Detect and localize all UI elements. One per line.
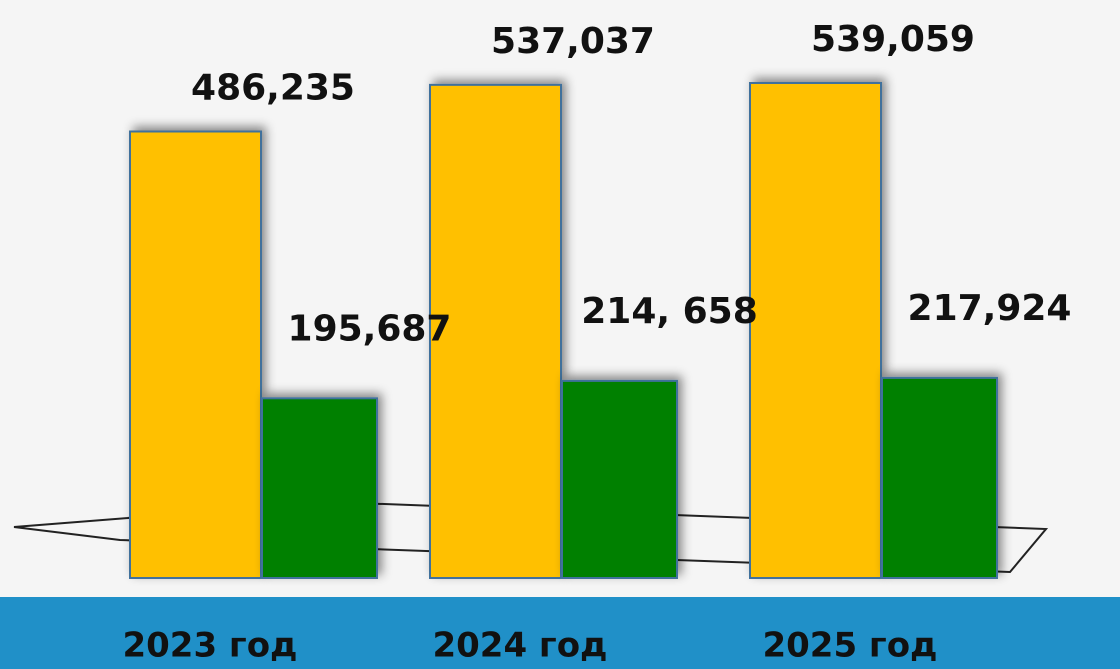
x-tick-label: 2023 год xyxy=(122,626,297,666)
bar xyxy=(261,397,378,580)
x-tick-label: 2025 год xyxy=(762,626,937,666)
value-label: 214, 658 xyxy=(581,291,758,332)
category-strip xyxy=(0,597,1120,669)
bar xyxy=(429,83,562,579)
value-label: 217,924 xyxy=(908,288,1072,329)
value-label: 195,687 xyxy=(288,308,452,349)
bar xyxy=(749,82,882,579)
value-label: 486,235 xyxy=(191,68,355,109)
value-label: 539,059 xyxy=(811,19,975,60)
bar xyxy=(881,376,998,579)
bar xyxy=(561,379,678,580)
bar xyxy=(129,130,262,579)
value-label: 537,037 xyxy=(491,21,655,62)
x-tick-label: 2024 год xyxy=(432,626,607,666)
bars xyxy=(129,82,998,580)
